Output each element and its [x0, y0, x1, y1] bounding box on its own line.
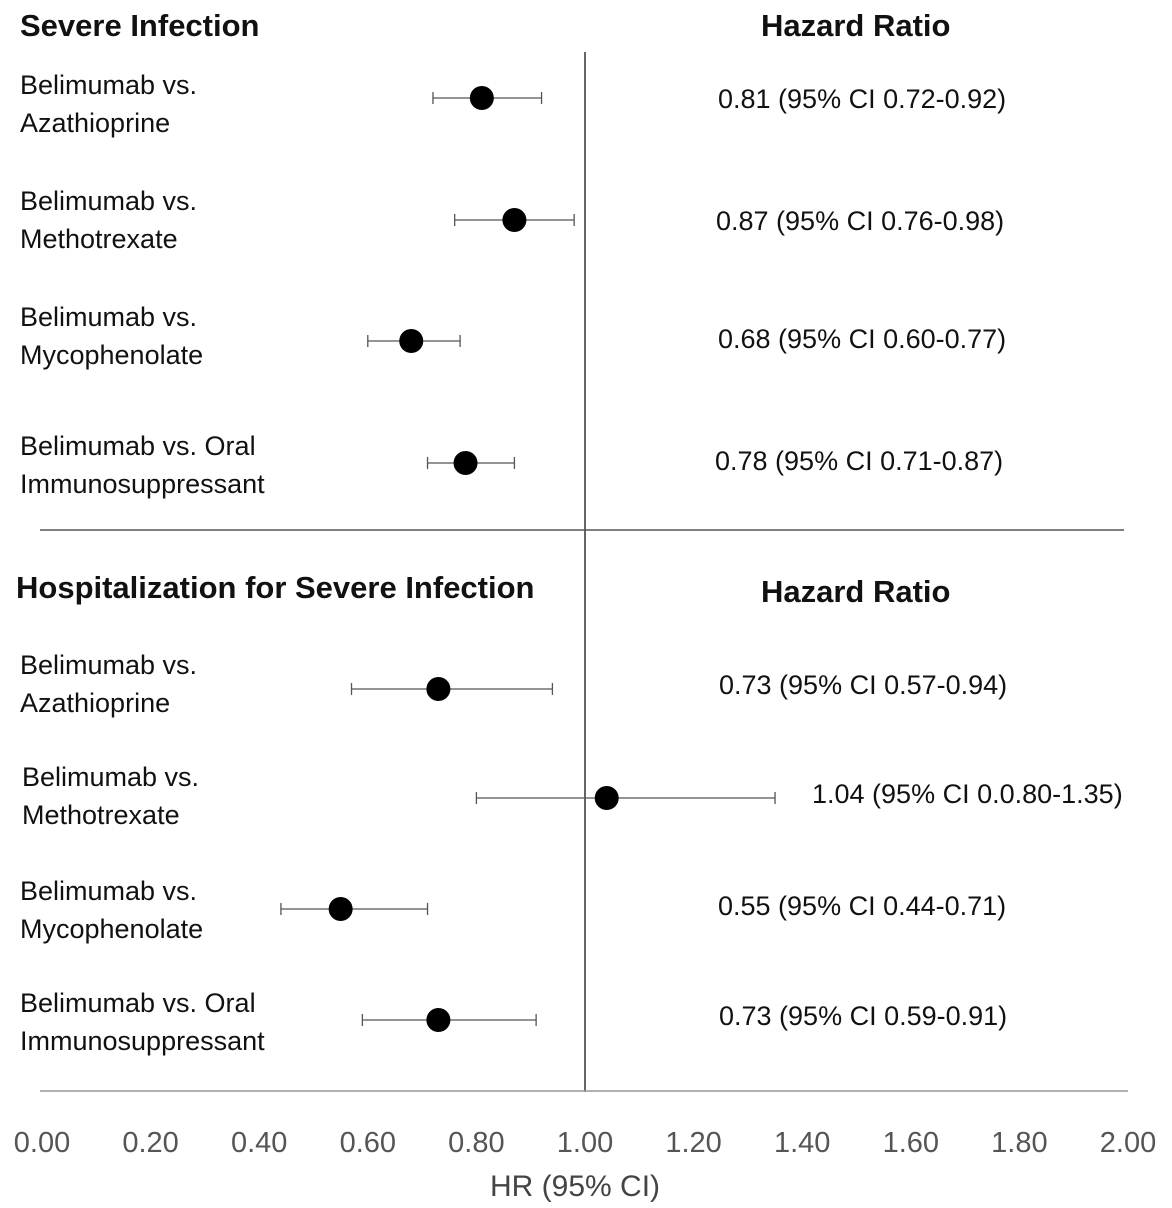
hr-point: [426, 677, 451, 701]
hr-value-text: 0.73 (95% CI 0.57-0.94): [719, 670, 1008, 700]
hr-point: [453, 451, 478, 475]
hr-value-text: 0.73 (95% CI 0.59-0.91): [719, 1001, 1008, 1031]
hr-value-text: 0.87 (95% CI 0.76-0.98): [716, 206, 1005, 236]
row-label: Belimumab vs. Oral Immunosuppressant: [20, 431, 265, 499]
hazard-ratio-header-1: Hazard Ratio: [761, 8, 951, 43]
x-tick-label: 0.40: [231, 1127, 287, 1159]
x-tick-label: 0.00: [14, 1127, 70, 1159]
hr-point: [399, 329, 424, 353]
x-tick-label: 1.20: [665, 1127, 721, 1159]
x-tick-label: 0.20: [122, 1127, 178, 1159]
row-label: Belimumab vs. Mycophenolate: [20, 302, 204, 370]
hr-value-text: 1.04 (95% CI 0.0.80-1.35): [812, 779, 1123, 809]
row-label: Belimumab vs. Mycophenolate: [20, 876, 204, 944]
row-label: Belimumab vs. Methotrexate: [20, 186, 198, 254]
x-tick-label: 1.40: [774, 1127, 830, 1159]
x-tick-label: 1.60: [883, 1127, 939, 1159]
row-label: Belimumab vs. Azathioprine: [20, 650, 198, 718]
hr-point: [426, 1008, 451, 1032]
x-tick-label: 0.60: [340, 1127, 396, 1159]
hr-value-text: 0.81 (95% CI 0.72-0.92): [718, 84, 1007, 114]
section-title-hospitalization: Hospitalization for Severe Infection: [16, 570, 535, 605]
x-tick-label: 0.80: [448, 1127, 504, 1159]
hr-point: [328, 897, 353, 921]
hazard-ratio-header-2: Hazard Ratio: [761, 574, 951, 609]
hr-value-text: 0.78 (95% CI 0.71-0.87): [715, 446, 1004, 476]
hr-value-text: 0.55 (95% CI 0.44-0.71): [718, 891, 1007, 921]
row-label: Belimumab vs. Methotrexate: [22, 762, 200, 830]
hr-value-text: 0.68 (95% CI 0.60-0.77): [718, 324, 1007, 354]
x-tick-label: 1.00: [557, 1127, 613, 1159]
row-label: Belimumab vs. Oral Immunosuppressant: [20, 988, 265, 1056]
hr-point: [469, 86, 494, 110]
hr-point: [594, 786, 619, 810]
hr-point: [502, 208, 527, 232]
x-axis-title: HR (95% CI): [490, 1170, 661, 1203]
section-title-severe-infection: Severe Infection: [20, 8, 260, 43]
x-tick-label: 2.00: [1100, 1127, 1156, 1159]
x-tick-label: 1.80: [991, 1127, 1047, 1159]
row-label: Belimumab vs. Azathioprine: [20, 70, 198, 138]
